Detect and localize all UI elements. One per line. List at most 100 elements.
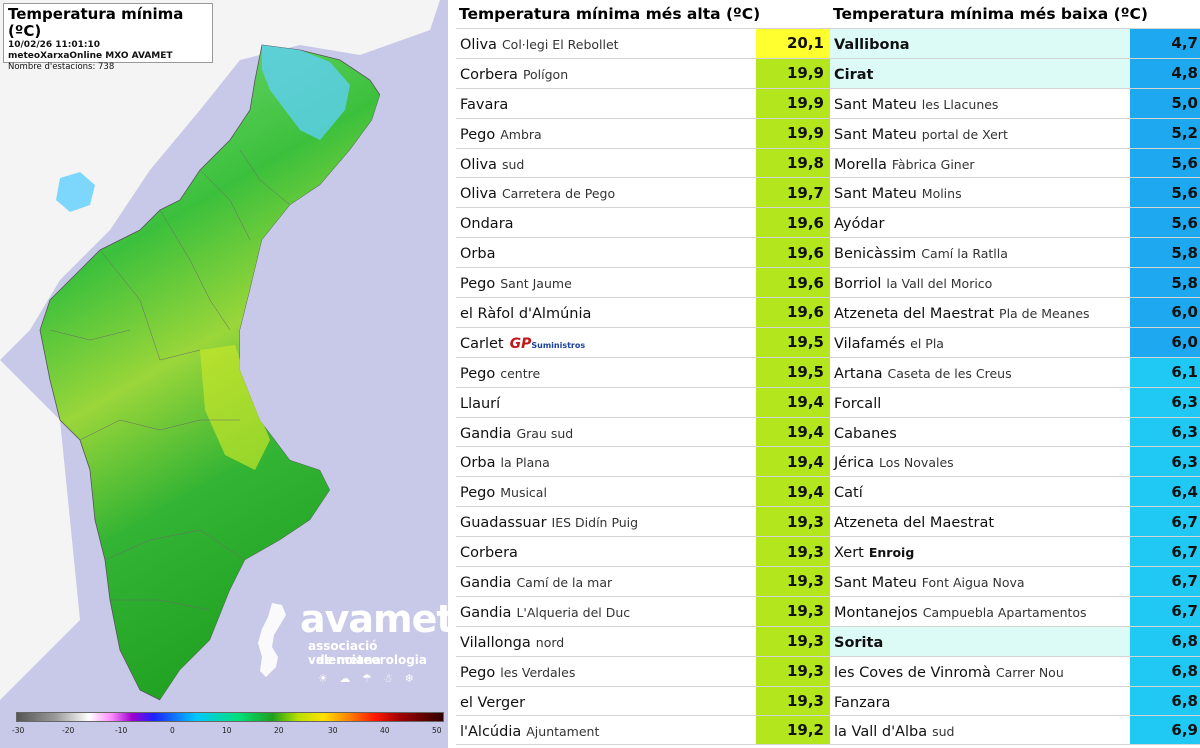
scale-tick-label: -30	[12, 726, 25, 735]
table-row: Xert Enroig 6,7	[830, 536, 1200, 567]
station-name: la Vall d'Alba	[834, 723, 928, 740]
table-row: Borriol la Vall del Morico 5,8	[830, 267, 1200, 298]
temperature-value: 5,0	[1130, 88, 1200, 118]
row-label: Vilallonga nord	[456, 632, 756, 651]
station-name: Xert	[834, 545, 864, 562]
station-name: Gandia	[460, 425, 512, 442]
station-place: Molins	[921, 186, 962, 202]
row-label: Guadassuar IES Didín Puig	[456, 512, 756, 531]
borders	[49, 149, 291, 611]
temperature-value: 19,4	[756, 447, 830, 477]
table-title: Temperatura mínima més alta (ºC)	[459, 5, 761, 23]
temperature-value: 5,8	[1130, 268, 1200, 298]
table-row: Ondara 19,6	[456, 207, 830, 238]
scale-tick-label: -20	[62, 726, 75, 735]
table-row: Pego Ambra 19,9	[456, 117, 830, 148]
temperature-value: 5,6	[1130, 208, 1200, 238]
station-name: Pego	[460, 365, 496, 382]
row-label: Oliva sud	[456, 154, 756, 173]
row-label: Cabanes	[830, 423, 1130, 442]
station-name: Gandia	[460, 574, 512, 591]
table-row: Morella Fàbrica Giner 5,6	[830, 147, 1200, 178]
sponsor-mark: GP	[509, 335, 532, 352]
station-place: Ambra	[500, 126, 542, 142]
table-row: les Coves de Vinromà Carrer Nou 6,8	[830, 655, 1200, 686]
station-name: Jérica	[834, 455, 875, 472]
row-label: Orba	[456, 243, 756, 262]
scale-tick-label: 20	[274, 726, 284, 735]
table-row: el Verger 19,3	[456, 685, 830, 716]
temperature-value: 19,9	[756, 118, 830, 148]
table-row: Sorita 6,8	[830, 625, 1200, 656]
table-row: Benicàssim Camí la Ratlla 5,8	[830, 237, 1200, 268]
table-row: Cabanes 6,3	[830, 416, 1200, 447]
table-row: Atzeneta del Maestrat Pla de Meanes 6,0	[830, 297, 1200, 327]
color-scale-bar	[16, 712, 444, 722]
row-label: Jérica Los Novales	[830, 452, 1130, 471]
table-row: Catí 6,4	[830, 476, 1200, 507]
table-row: l'Alcúdia Ajuntament 19,2	[456, 715, 830, 746]
station-name: Cirat	[834, 66, 874, 83]
table-row: Orba la Plana 19,4	[456, 446, 830, 477]
temperature-value: 19,3	[756, 656, 830, 686]
station-name: Corbera	[460, 66, 518, 83]
station-name: Ondara	[460, 216, 514, 233]
station-name: Orba	[460, 246, 496, 263]
station-name: Llaurí	[460, 395, 501, 412]
station-place: centre	[500, 365, 541, 381]
row-label: Oliva Col·legi El Rebollet	[456, 34, 756, 53]
station-name: Vilafamés	[834, 335, 906, 352]
station-place: Carrer Nou	[995, 664, 1064, 680]
station-place: sud	[932, 723, 955, 739]
temperature-value: 6,3	[1130, 417, 1200, 447]
scale-tick-label: 50	[432, 726, 442, 735]
station-name: Pego	[460, 276, 496, 293]
temperature-value: 19,6	[756, 208, 830, 238]
station-place: Los Novales	[879, 455, 954, 471]
row-label: Corbera	[456, 542, 756, 561]
row-label: Vilafamés el Pla	[830, 333, 1130, 352]
scale-tick-label: 10	[222, 726, 232, 735]
row-label: Favara	[456, 94, 756, 113]
row-label: Pego Sant Jaume	[456, 273, 756, 292]
temperature-map: Temperatura mínima (ºC) 10/02/26 11:01:1…	[0, 0, 448, 748]
station-place: Fàbrica Giner	[891, 156, 975, 172]
station-place: Carretera de Pego	[501, 186, 616, 202]
station-name: Sant Mateu	[834, 574, 917, 591]
row-label: Atzeneta del Maestrat	[830, 512, 1130, 531]
row-label: Sorita	[830, 632, 1130, 651]
table-title: Temperatura mínima més baixa (ºC)	[833, 5, 1148, 23]
cold-area	[262, 45, 350, 140]
row-label: Fanzara	[830, 692, 1130, 711]
station-name: el Ràfol d'Almúnia	[460, 305, 592, 322]
temperature-value: 6,7	[1130, 507, 1200, 537]
temperature-value: 19,2	[756, 716, 830, 745]
row-label: Borriol la Vall del Morico	[830, 273, 1130, 292]
table-row: Vilallonga nord 19,3	[456, 625, 830, 656]
row-label: Sant Mateu portal de Xert	[830, 124, 1130, 143]
station-name: Oliva	[460, 186, 497, 203]
temperature-value: 5,8	[1130, 238, 1200, 268]
temperature-value: 4,7	[1130, 29, 1200, 58]
sponsor-logo: GPSuministros	[510, 333, 586, 352]
temperature-value: 6,0	[1130, 298, 1200, 327]
station-place: sud	[501, 156, 525, 172]
station-name: Carlet	[460, 335, 504, 352]
temperature-value: 19,4	[756, 387, 830, 417]
station-name: Cabanes	[834, 425, 897, 442]
table-row: Sant Mateu Font Aigua Nova 6,7	[830, 566, 1200, 596]
station-place: Ajuntament	[526, 723, 600, 739]
station-place: Campuebla Apartamentos	[922, 604, 1087, 620]
temperature-value: 19,3	[756, 567, 830, 596]
station-place: Polígon	[522, 66, 569, 82]
table-row: Llaurí 19,4	[456, 386, 830, 417]
station-place: el Pla	[910, 335, 944, 351]
table-rows: Vallibona 4,7 Cirat 4,8 Sant Mateu les Llacun…	[830, 28, 1200, 746]
temperature-value: 19,7	[756, 178, 830, 208]
temperature-value: 6,8	[1130, 626, 1200, 656]
station-name: l'Alcúdia	[460, 723, 522, 740]
station-place: Sant Jaume	[500, 276, 572, 292]
table-row: Sant Mateu portal de Xert 5,2	[830, 117, 1200, 148]
map-timestamp: 10/02/26 11:01:10	[8, 40, 101, 50]
station-name: Fanzara	[834, 694, 891, 711]
